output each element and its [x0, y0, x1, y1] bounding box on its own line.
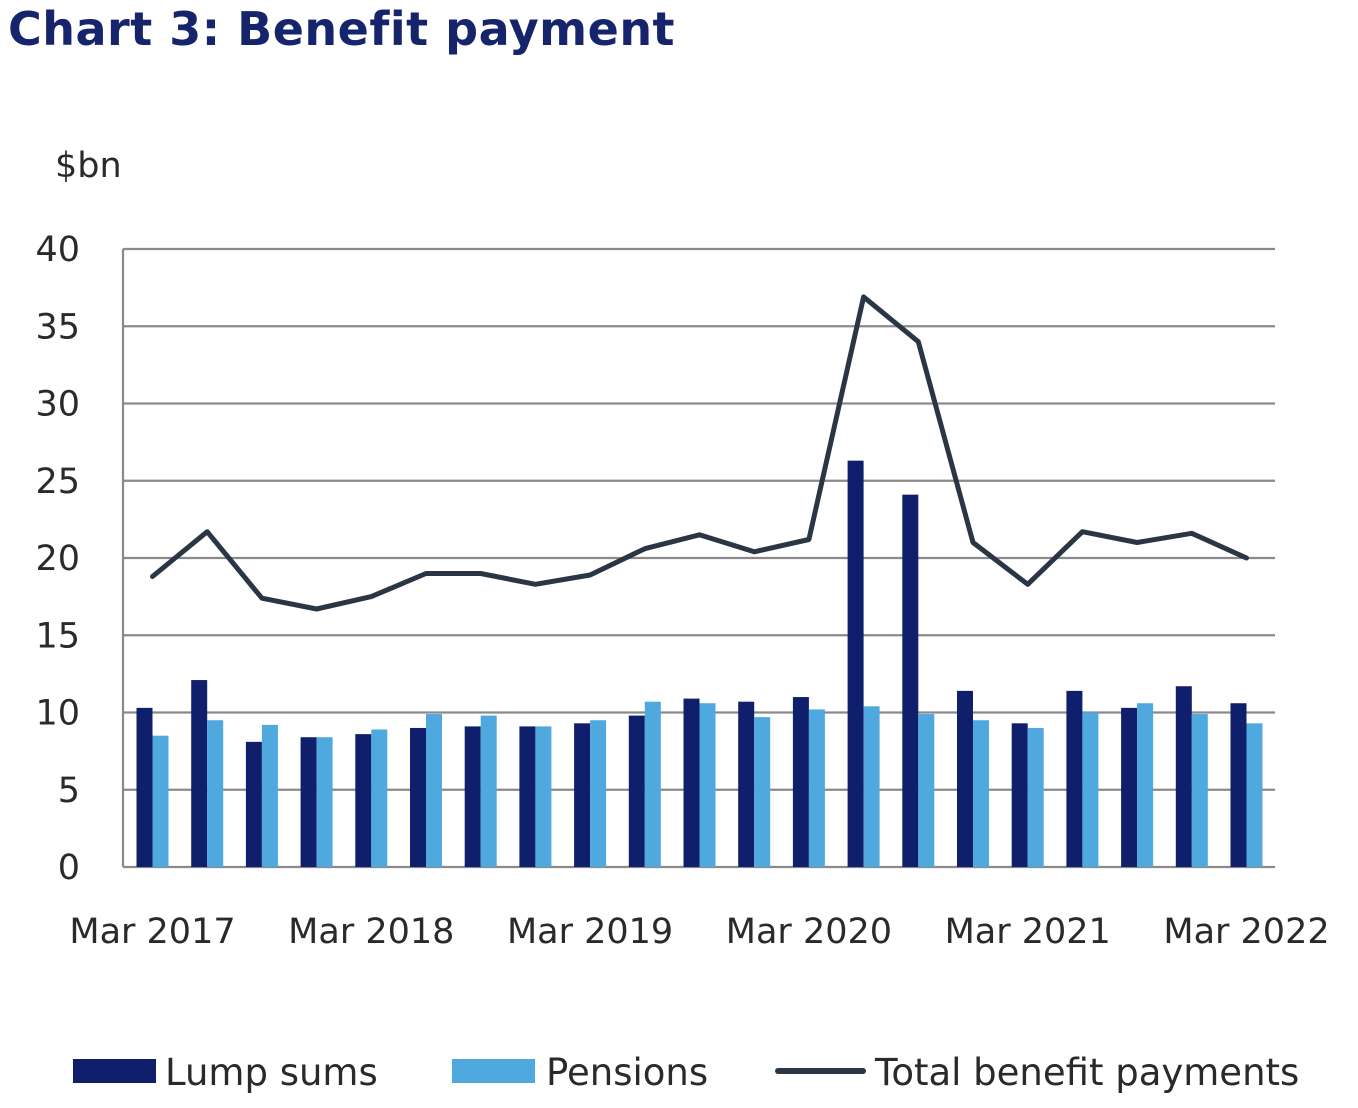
y-tick-label-30: 30 [35, 385, 80, 425]
pensions-bar [918, 714, 935, 867]
lump-sums-bar [464, 726, 481, 867]
y-tick-label-10: 10 [35, 694, 80, 734]
pensions-bar [808, 709, 825, 867]
y-tick-label-25: 25 [35, 462, 80, 502]
legend-label-1: Pensions [546, 1051, 708, 1094]
x-tick-label: Mar 2017 [69, 912, 235, 952]
pensions-bar [426, 714, 442, 867]
x-tick-label: Mar 2018 [288, 912, 454, 952]
lump-sums-bar [1175, 686, 1192, 867]
lump-sums-bar [738, 701, 755, 867]
x-tick-label: Mar 2022 [1163, 912, 1329, 952]
lump-sums-bar [355, 734, 372, 867]
chart-title: Chart 3: Benefit payment [8, 2, 676, 56]
lump-sums-bar [1011, 723, 1028, 867]
legend-swatch-1 [452, 1059, 535, 1083]
pensions-bar [261, 724, 278, 867]
pensions-bar [590, 720, 607, 867]
y-tick-label-0: 0 [58, 848, 80, 888]
x-tick-label: Mar 2021 [945, 912, 1111, 952]
lump-sums-bar [300, 737, 317, 867]
bars [136, 460, 1263, 867]
lump-sums-bar [519, 726, 536, 867]
y-axis-unit-label: $bn [55, 146, 122, 186]
legend-swatch-0 [73, 1059, 156, 1083]
x-tick-labels: Mar 2017 Mar 2018 Mar 2019 Mar 2020 Mar 2021… [69, 912, 1329, 952]
lump-sums-bar [136, 707, 153, 867]
pensions-bar [644, 701, 661, 867]
pensions-bar [316, 737, 333, 867]
pensions-bar [863, 706, 880, 867]
y-tick-label-40: 40 [35, 230, 80, 270]
lump-sums-bar [1066, 690, 1083, 867]
pensions-bar [1082, 712, 1099, 867]
lump-sums-bar [1121, 707, 1138, 867]
lump-sums-bar [1230, 703, 1247, 867]
pensions-bar [1137, 703, 1154, 867]
lump-sums-bar [245, 741, 262, 867]
lump-sums-bar [628, 715, 645, 867]
total-line [150, 294, 1249, 612]
pensions-bar [371, 729, 388, 867]
lump-sums-bar [847, 460, 864, 867]
lump-sums-bar [410, 727, 426, 867]
legend-label-0: Lump sums [165, 1051, 378, 1094]
pensions-bar [754, 717, 771, 867]
pensions-bar [699, 703, 716, 867]
lump-sums-bar [683, 698, 700, 867]
pensions-bar [1027, 727, 1044, 867]
pensions-bar [152, 735, 169, 867]
total-benefit-payments-line [150, 294, 1249, 612]
y-tick-label-35: 35 [35, 307, 80, 347]
pensions-bar [207, 720, 224, 867]
pensions-bar [1246, 723, 1263, 867]
y-tick-labels: 0 5 10 15 20 25 30 35 40 [35, 230, 80, 888]
y-tick-label-20: 20 [35, 539, 80, 579]
x-tick-label: Mar 2020 [726, 912, 892, 952]
legend: Lump sums Pensions Total benefit payments [73, 1051, 1299, 1094]
pensions-bar [535, 726, 552, 867]
lump-sums-bar [792, 697, 809, 867]
lump-sums-bar [191, 680, 208, 867]
y-tick-label-15: 15 [35, 616, 80, 656]
lump-sums-bar [902, 494, 919, 867]
y-tick-label-5: 5 [58, 771, 80, 811]
pensions-bar [973, 720, 989, 867]
lump-sums-bar [957, 690, 973, 867]
x-tick-label: Mar 2019 [507, 912, 673, 952]
pensions-bar [480, 715, 497, 867]
lump-sums-bar [574, 723, 591, 867]
pensions-bar [1191, 714, 1208, 867]
legend-label-2: Total benefit payments [874, 1051, 1299, 1094]
